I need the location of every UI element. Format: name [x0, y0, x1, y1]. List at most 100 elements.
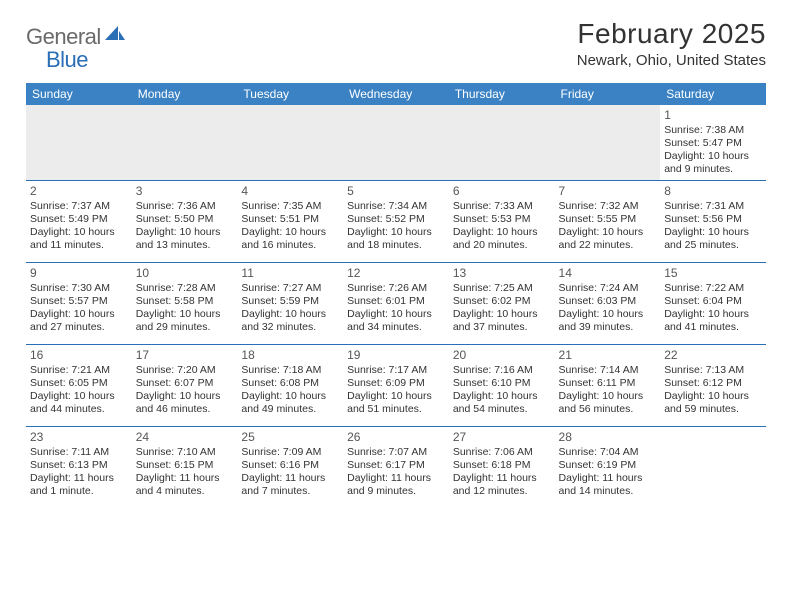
calendar-cell: 26Sunrise: 7:07 AMSunset: 6:17 PMDayligh… [343, 426, 449, 508]
day-number: 6 [453, 184, 551, 199]
col-wednesday: Wednesday [343, 83, 449, 105]
daylight-text: Daylight: 10 hours and 20 minutes. [453, 226, 551, 252]
daylight-text: Daylight: 11 hours and 4 minutes. [136, 472, 234, 498]
day-number: 13 [453, 266, 551, 281]
day-number: 9 [30, 266, 128, 281]
sunset-text: Sunset: 6:01 PM [347, 295, 445, 308]
sunrise-text: Sunrise: 7:14 AM [559, 364, 657, 377]
day-number: 11 [241, 266, 339, 281]
day-number: 10 [136, 266, 234, 281]
sunset-text: Sunset: 5:50 PM [136, 213, 234, 226]
sunset-text: Sunset: 6:02 PM [453, 295, 551, 308]
calendar-cell: 24Sunrise: 7:10 AMSunset: 6:15 PMDayligh… [132, 426, 238, 508]
sunset-text: Sunset: 6:07 PM [136, 377, 234, 390]
sunset-text: Sunset: 6:03 PM [559, 295, 657, 308]
calendar-cell: 6Sunrise: 7:33 AMSunset: 5:53 PMDaylight… [449, 180, 555, 262]
daylight-text: Daylight: 10 hours and 51 minutes. [347, 390, 445, 416]
daylight-text: Daylight: 10 hours and 44 minutes. [30, 390, 128, 416]
sunrise-text: Sunrise: 7:38 AM [664, 124, 762, 137]
daylight-text: Daylight: 10 hours and 49 minutes. [241, 390, 339, 416]
col-sunday: Sunday [26, 83, 132, 105]
daylight-text: Daylight: 10 hours and 54 minutes. [453, 390, 551, 416]
daylight-text: Daylight: 10 hours and 29 minutes. [136, 308, 234, 334]
calendar-cell [237, 105, 343, 180]
calendar-cell: 10Sunrise: 7:28 AMSunset: 5:58 PMDayligh… [132, 262, 238, 344]
sunrise-text: Sunrise: 7:07 AM [347, 446, 445, 459]
daylight-text: Daylight: 10 hours and 59 minutes. [664, 390, 762, 416]
calendar-cell [555, 105, 661, 180]
daylight-text: Daylight: 11 hours and 1 minute. [30, 472, 128, 498]
calendar-cell: 1Sunrise: 7:38 AMSunset: 5:47 PMDaylight… [660, 105, 766, 180]
day-number: 22 [664, 348, 762, 363]
calendar-cell: 4Sunrise: 7:35 AMSunset: 5:51 PMDaylight… [237, 180, 343, 262]
day-number: 14 [559, 266, 657, 281]
sunset-text: Sunset: 5:49 PM [30, 213, 128, 226]
calendar-week-row: 2Sunrise: 7:37 AMSunset: 5:49 PMDaylight… [26, 180, 766, 262]
sunrise-text: Sunrise: 7:33 AM [453, 200, 551, 213]
daylight-text: Daylight: 10 hours and 9 minutes. [664, 150, 762, 176]
calendar-cell: 27Sunrise: 7:06 AMSunset: 6:18 PMDayligh… [449, 426, 555, 508]
daylight-text: Daylight: 10 hours and 56 minutes. [559, 390, 657, 416]
sunset-text: Sunset: 5:59 PM [241, 295, 339, 308]
calendar-cell [26, 105, 132, 180]
calendar-cell: 9Sunrise: 7:30 AMSunset: 5:57 PMDaylight… [26, 262, 132, 344]
calendar-cell [132, 105, 238, 180]
sunset-text: Sunset: 5:53 PM [453, 213, 551, 226]
calendar-cell [660, 426, 766, 508]
month-title: February 2025 [577, 18, 766, 50]
sunrise-text: Sunrise: 7:22 AM [664, 282, 762, 295]
day-number: 21 [559, 348, 657, 363]
sunrise-text: Sunrise: 7:11 AM [30, 446, 128, 459]
calendar-cell: 17Sunrise: 7:20 AMSunset: 6:07 PMDayligh… [132, 344, 238, 426]
sunrise-text: Sunrise: 7:10 AM [136, 446, 234, 459]
daylight-text: Daylight: 11 hours and 7 minutes. [241, 472, 339, 498]
day-number: 28 [559, 430, 657, 445]
calendar-body: 1Sunrise: 7:38 AMSunset: 5:47 PMDaylight… [26, 105, 766, 508]
calendar-cell: 28Sunrise: 7:04 AMSunset: 6:19 PMDayligh… [555, 426, 661, 508]
sunset-text: Sunset: 6:11 PM [559, 377, 657, 390]
sunrise-text: Sunrise: 7:04 AM [559, 446, 657, 459]
day-number: 4 [241, 184, 339, 199]
day-number: 5 [347, 184, 445, 199]
sunset-text: Sunset: 6:15 PM [136, 459, 234, 472]
sunrise-text: Sunrise: 7:30 AM [30, 282, 128, 295]
calendar-cell: 12Sunrise: 7:26 AMSunset: 6:01 PMDayligh… [343, 262, 449, 344]
calendar-cell: 7Sunrise: 7:32 AMSunset: 5:55 PMDaylight… [555, 180, 661, 262]
sunrise-text: Sunrise: 7:28 AM [136, 282, 234, 295]
sunrise-text: Sunrise: 7:34 AM [347, 200, 445, 213]
calendar-cell: 14Sunrise: 7:24 AMSunset: 6:03 PMDayligh… [555, 262, 661, 344]
sunset-text: Sunset: 6:05 PM [30, 377, 128, 390]
daylight-text: Daylight: 10 hours and 39 minutes. [559, 308, 657, 334]
calendar-cell: 16Sunrise: 7:21 AMSunset: 6:05 PMDayligh… [26, 344, 132, 426]
day-number: 26 [347, 430, 445, 445]
daylight-text: Daylight: 10 hours and 13 minutes. [136, 226, 234, 252]
calendar-header-row: Sunday Monday Tuesday Wednesday Thursday… [26, 83, 766, 105]
day-number: 23 [30, 430, 128, 445]
calendar-cell: 3Sunrise: 7:36 AMSunset: 5:50 PMDaylight… [132, 180, 238, 262]
col-tuesday: Tuesday [237, 83, 343, 105]
sunset-text: Sunset: 6:10 PM [453, 377, 551, 390]
sunset-text: Sunset: 5:51 PM [241, 213, 339, 226]
sunset-text: Sunset: 6:17 PM [347, 459, 445, 472]
sunrise-text: Sunrise: 7:13 AM [664, 364, 762, 377]
calendar-cell: 8Sunrise: 7:31 AMSunset: 5:56 PMDaylight… [660, 180, 766, 262]
calendar-page: General February 2025 Newark, Ohio, Unit… [0, 0, 792, 508]
daylight-text: Daylight: 10 hours and 25 minutes. [664, 226, 762, 252]
daylight-text: Daylight: 11 hours and 9 minutes. [347, 472, 445, 498]
day-number: 3 [136, 184, 234, 199]
sunrise-text: Sunrise: 7:09 AM [241, 446, 339, 459]
daylight-text: Daylight: 10 hours and 37 minutes. [453, 308, 551, 334]
daylight-text: Daylight: 10 hours and 11 minutes. [30, 226, 128, 252]
logo-word-blue: Blue [46, 47, 88, 72]
sunrise-text: Sunrise: 7:25 AM [453, 282, 551, 295]
daylight-text: Daylight: 11 hours and 14 minutes. [559, 472, 657, 498]
sunset-text: Sunset: 6:16 PM [241, 459, 339, 472]
sunrise-text: Sunrise: 7:16 AM [453, 364, 551, 377]
calendar-cell: 19Sunrise: 7:17 AMSunset: 6:09 PMDayligh… [343, 344, 449, 426]
sunrise-text: Sunrise: 7:17 AM [347, 364, 445, 377]
sunset-text: Sunset: 5:57 PM [30, 295, 128, 308]
day-number: 15 [664, 266, 762, 281]
daylight-text: Daylight: 10 hours and 46 minutes. [136, 390, 234, 416]
sunset-text: Sunset: 6:08 PM [241, 377, 339, 390]
sunrise-text: Sunrise: 7:35 AM [241, 200, 339, 213]
